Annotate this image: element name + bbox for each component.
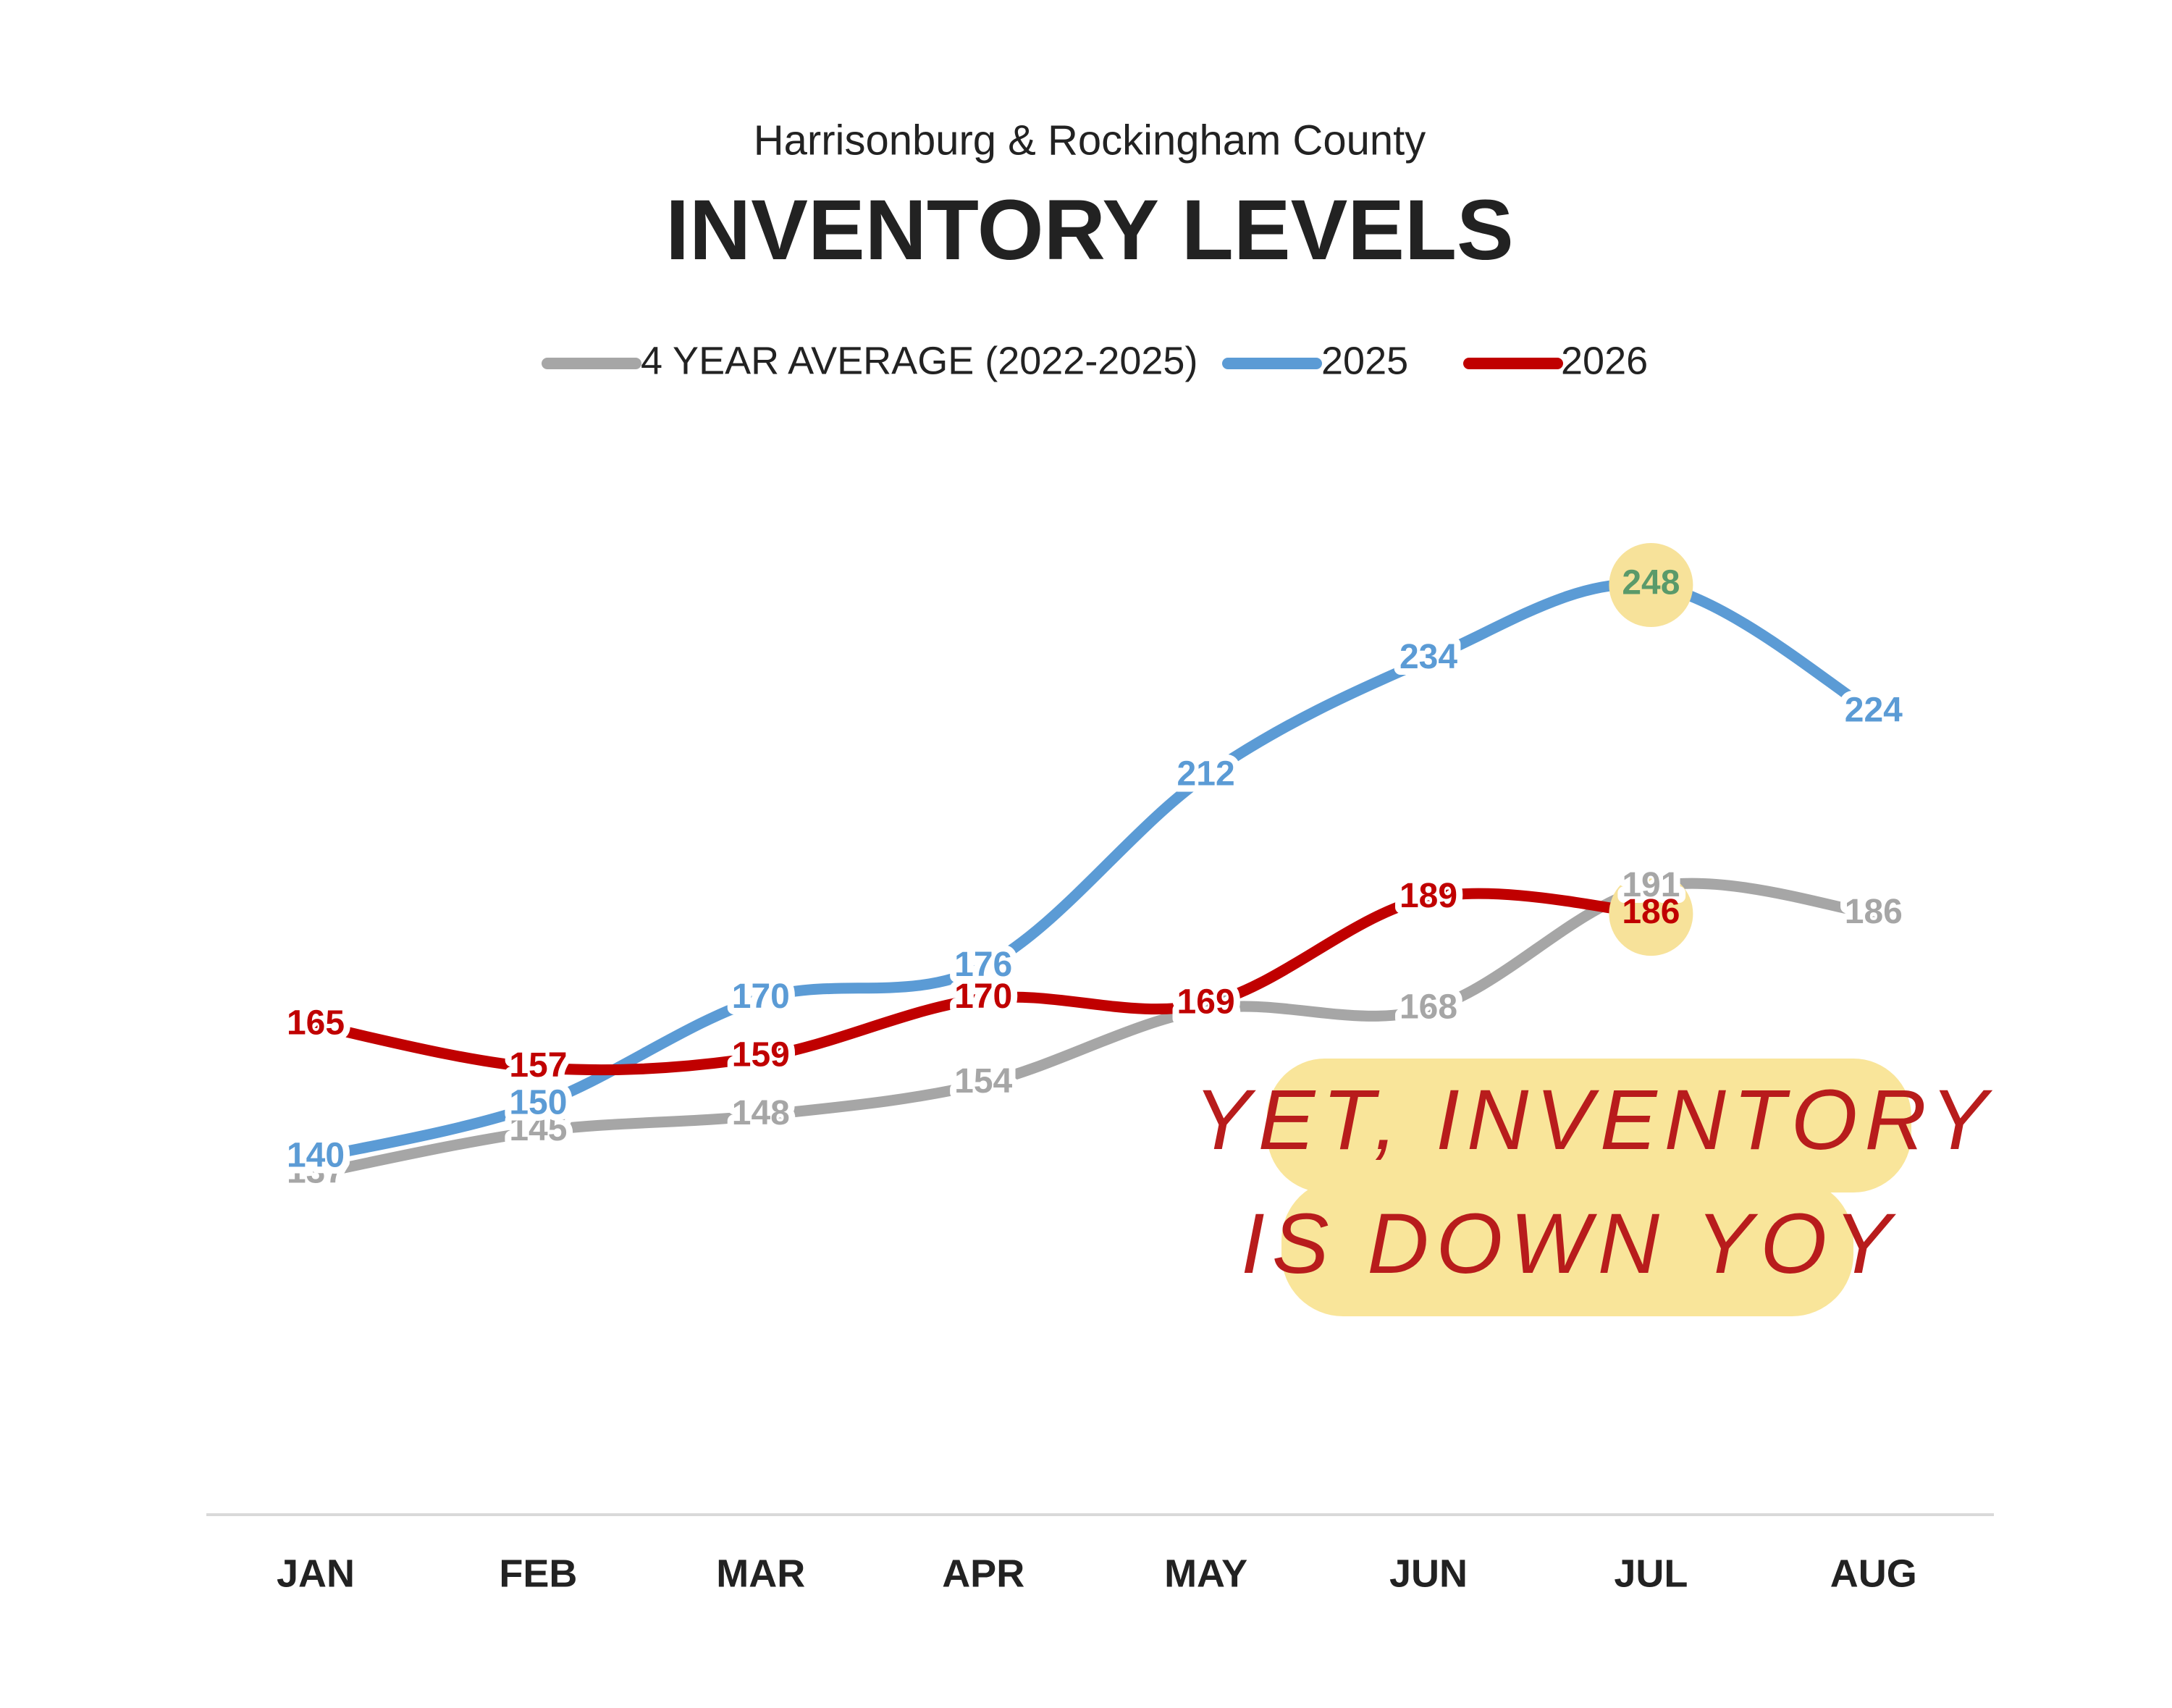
data-label: 189 xyxy=(1399,877,1457,915)
data-label: 168 xyxy=(1399,988,1457,1027)
data-label: 140 xyxy=(287,1137,345,1175)
data-label: 176 xyxy=(954,946,1012,984)
legend-label: 2025 xyxy=(1321,339,1408,382)
data-label: 154 xyxy=(954,1062,1012,1101)
data-label: 212 xyxy=(1177,754,1235,793)
highlight-circle xyxy=(1609,872,1693,956)
annotation-bg xyxy=(1281,1179,1853,1316)
legend-label: 4 YEAR AVERAGE (2022-2025) xyxy=(641,339,1197,382)
chart-subtitle: Harrisonburg & Rockingham County xyxy=(754,117,1426,164)
annotation-blob xyxy=(1267,1059,1911,1316)
data-label: 137 xyxy=(287,1153,345,1191)
x-tick-label: MAY xyxy=(1164,1552,1247,1595)
data-label: 165 xyxy=(287,1004,345,1043)
data-label: 170 xyxy=(732,977,790,1016)
data-label: 157 xyxy=(509,1046,567,1085)
data-label: 145 xyxy=(509,1110,567,1148)
series-line xyxy=(310,888,1657,1076)
x-tick-label: JUL xyxy=(1614,1552,1688,1595)
x-tick-label: AUG xyxy=(1830,1552,1917,1595)
data-label: 186 xyxy=(1845,893,1903,931)
x-tick-label: APR xyxy=(942,1552,1024,1595)
x-tick-label: MAR xyxy=(716,1552,805,1595)
data-label: 170 xyxy=(954,977,1012,1016)
data-label: 191 xyxy=(1622,866,1680,904)
annotation-text: IS DOWN YOY xyxy=(1241,1196,1898,1292)
chart-title: INVENTORY LEVELS xyxy=(665,182,1514,278)
data-label: 224 xyxy=(1845,691,1903,729)
data-label: 169 xyxy=(1177,983,1235,1021)
annotation-text: YET, INVENTORY xyxy=(1194,1072,1995,1168)
x-tick-label: JAN xyxy=(277,1552,355,1595)
data-label: 168 xyxy=(1177,988,1235,1027)
legend-label: 2026 xyxy=(1561,339,1648,382)
data-label: 150 xyxy=(509,1083,567,1122)
data-label: 148 xyxy=(732,1094,790,1132)
x-tick-label: JUN xyxy=(1389,1552,1468,1595)
annotation-bg xyxy=(1267,1059,1911,1192)
data-label: 234 xyxy=(1399,638,1457,676)
highlight-circle xyxy=(1609,543,1693,627)
data-label: 159 xyxy=(732,1036,790,1074)
data-label: 186 xyxy=(1622,893,1680,931)
x-tick-label: FEB xyxy=(499,1552,577,1595)
data-label: 248 xyxy=(1622,564,1680,602)
